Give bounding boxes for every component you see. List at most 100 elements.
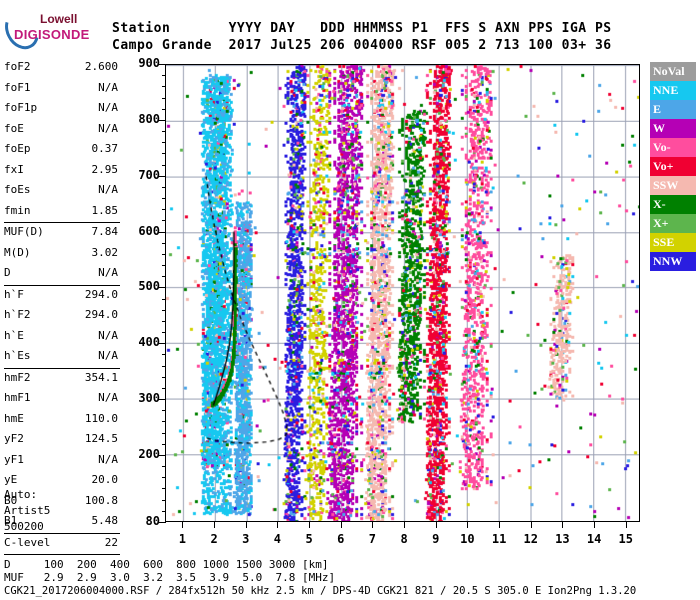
legend-item-nnw[interactable]: NNW: [650, 252, 696, 271]
legend-item-ssw[interactable]: SSW: [650, 176, 696, 195]
param-name: B1: [4, 514, 18, 527]
param-row: h`F2 294.0: [4, 306, 120, 327]
param-name: fxI: [4, 162, 24, 176]
x-axis-major-tick: [372, 522, 374, 528]
param-row: foEs N/A: [4, 181, 120, 202]
x-axis-major-tick: [214, 522, 216, 528]
y-axis-minor-tick: [162, 376, 166, 378]
legend-item-vo-[interactable]: Vo+: [650, 157, 696, 176]
param-name: foEs: [4, 183, 31, 196]
param-value: N/A: [98, 183, 118, 196]
x-axis-tick-label: 1: [178, 532, 187, 546]
y-axis-tick-label: 400: [138, 335, 160, 350]
y-axis-minor-tick: [162, 209, 166, 211]
y-axis-minor-tick: [162, 410, 166, 412]
param-name: B0: [4, 493, 18, 507]
y-axis-minor-tick: [162, 477, 166, 479]
param-row: h`Es N/A: [4, 347, 120, 368]
legend-item-noval[interactable]: NoVal: [650, 62, 696, 81]
autoscaler-line: Auto:: [4, 488, 38, 501]
param-name: hmF2: [4, 370, 31, 384]
x-axis-tick-label: 7: [368, 532, 377, 546]
y-axis-minor-tick: [162, 522, 166, 523]
x-axis-tick-label: 10: [460, 532, 475, 546]
y-axis-minor-tick: [162, 421, 166, 423]
param-row: C-level 22: [4, 534, 120, 555]
y-axis-minor-tick: [162, 499, 166, 501]
param-row: fxI 2.95: [4, 161, 120, 182]
ionospheric-parameters-panel: foF2 2.600 foF1 N/A foF1p N/A foE N/A foEp 0.37 fx…: [4, 58, 120, 555]
y-axis-minor-tick: [162, 454, 166, 456]
param-value: N/A: [98, 266, 118, 279]
param-row: hmF2 354.1: [4, 369, 120, 390]
footer-distance-row: D 100 200 400 600 800 1000 1500 3000 [km…: [4, 558, 329, 571]
param-row: foF1 N/A: [4, 79, 120, 100]
y-axis-minor-tick: [162, 64, 166, 65]
y-axis-minor-tick: [162, 354, 166, 356]
param-value: N/A: [98, 328, 118, 342]
param-row: yF2 124.5: [4, 430, 120, 451]
param-value: 294.0: [84, 287, 118, 301]
y-axis-minor-tick: [162, 298, 166, 300]
param-value: 100.8: [84, 493, 118, 507]
y-axis-minor-tick: [162, 510, 166, 512]
param-name: D: [4, 266, 11, 279]
y-axis-minor-tick: [162, 198, 166, 200]
param-row: hmE 110.0: [4, 410, 120, 431]
param-value: 20.0: [91, 473, 119, 486]
y-axis-minor-tick: [162, 153, 166, 155]
legend-item-x-[interactable]: X-: [650, 195, 696, 214]
station-header: Station YYYY DAY DDD HHMMSS P1 FFS S AXN…: [112, 20, 611, 88]
legend-item-nne[interactable]: NNE: [650, 81, 696, 100]
x-axis-major-tick: [309, 522, 311, 528]
y-axis-minor-tick: [162, 466, 166, 468]
logo-digisonde-text: DIGISONDE: [14, 27, 90, 42]
footer-file-row: CGK21_2017206004000.RSF / 284fx512h 50 k…: [4, 585, 637, 597]
param-value: N/A: [98, 101, 118, 114]
param-divider: [4, 284, 120, 286]
param-name: h`Es: [4, 349, 31, 362]
y-axis-minor-tick: [162, 287, 166, 289]
y-axis-minor-tick: [162, 75, 166, 77]
param-value: 110.0: [84, 411, 118, 425]
legend-item-w[interactable]: W: [650, 119, 696, 138]
y-axis-minor-tick: [162, 432, 166, 434]
param-value: 2.600: [84, 60, 118, 73]
param-name: yE: [4, 473, 18, 486]
param-name: foF1: [4, 80, 31, 94]
y-axis-minor-tick: [162, 86, 166, 88]
legend-item-vo-[interactable]: Vo-: [650, 138, 696, 157]
param-name: foEp: [4, 142, 31, 155]
param-row: foF1p N/A: [4, 99, 120, 120]
y-axis-minor-tick: [162, 119, 166, 121]
ionogram-plot-area[interactable]: [165, 64, 640, 522]
x-axis-major-tick: [245, 522, 247, 528]
x-axis-labels: 1 2 3 4 5 6 7 8 9 10 11 12 13 14 15: [165, 528, 640, 548]
x-axis-tick-label: 9: [432, 532, 440, 546]
autoscaler-line: Artist5: [4, 504, 51, 517]
y-axis-tick-label: 900: [138, 56, 160, 70]
param-name: h`E: [4, 328, 24, 342]
x-axis-major-tick: [594, 522, 596, 528]
x-axis-major-tick: [182, 522, 184, 528]
param-row: B0 100.8: [4, 492, 120, 513]
param-value: 0.37: [91, 142, 119, 155]
param-name: h`F2: [4, 308, 31, 321]
param-name: hmE: [4, 411, 24, 425]
param-divider: [4, 367, 120, 369]
x-axis-tick-label: 8: [400, 532, 408, 546]
legend-item-sse[interactable]: SSE: [650, 233, 696, 252]
x-axis-tick-label: 11: [491, 532, 507, 546]
legend-item-e[interactable]: E: [650, 100, 696, 119]
legend-item-x-[interactable]: X+: [650, 214, 696, 233]
param-row: h`F 294.0: [4, 286, 120, 307]
y-axis-minor-tick: [162, 186, 166, 188]
x-axis-major-tick: [530, 522, 532, 528]
y-axis-minor-tick: [162, 97, 166, 99]
x-axis-major-tick: [277, 522, 279, 528]
x-axis-major-tick: [404, 522, 406, 528]
x-axis-ticks: [165, 522, 640, 530]
param-name: C-level: [4, 535, 51, 549]
param-row: foE N/A: [4, 120, 120, 141]
x-axis-major-tick: [499, 522, 501, 528]
